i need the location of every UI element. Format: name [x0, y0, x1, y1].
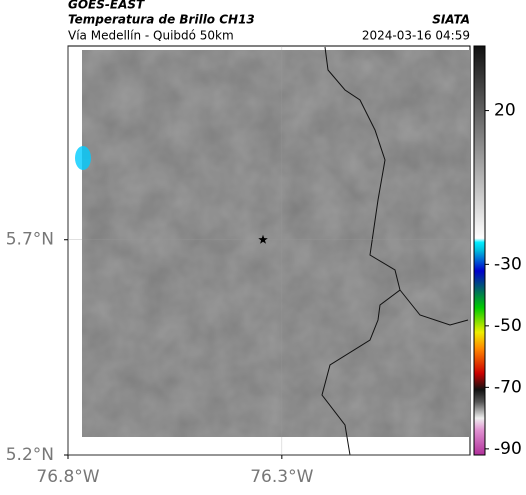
source: SIATA: [432, 13, 470, 27]
title: Temperatura de Brillo CH13: [68, 13, 255, 27]
border-line: [321, 46, 469, 456]
image-texture: [82, 50, 470, 437]
colorbar-label: -70: [494, 377, 522, 397]
location-marker: [258, 234, 268, 244]
colorbar-label: -30: [494, 254, 522, 274]
colorbar: [473, 45, 486, 456]
subtitle: Vía Medellín - Quibdó 50km: [68, 29, 234, 43]
timestamp: 2024-03-16 04:59: [362, 29, 470, 43]
lat-label: 5.7°N: [6, 230, 54, 250]
colorbar-label: -50: [494, 316, 522, 336]
colorbar-label: -90: [494, 439, 522, 459]
lon-label: 76.8°W: [36, 467, 99, 487]
lon-label: 76.3°W: [250, 467, 313, 487]
satellite: GOES-EAST: [68, 0, 145, 12]
cold-cloud: [75, 146, 91, 170]
colorbar-label: 20: [494, 101, 516, 121]
lat-label: 5.2°N: [6, 445, 54, 465]
